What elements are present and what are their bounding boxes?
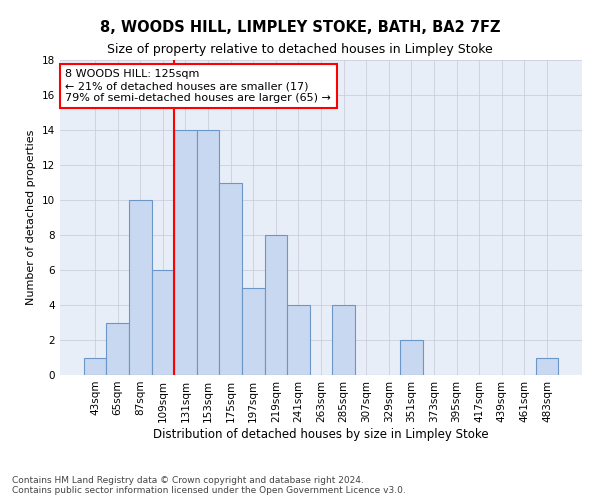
- Bar: [265, 235, 287, 375]
- Bar: [536, 358, 558, 375]
- Bar: [84, 358, 106, 375]
- Bar: [174, 130, 197, 375]
- Y-axis label: Number of detached properties: Number of detached properties: [26, 130, 37, 305]
- Bar: [332, 305, 355, 375]
- Bar: [129, 200, 152, 375]
- Bar: [152, 270, 174, 375]
- Bar: [106, 322, 129, 375]
- Bar: [287, 305, 310, 375]
- Bar: [400, 340, 422, 375]
- Text: Size of property relative to detached houses in Limpley Stoke: Size of property relative to detached ho…: [107, 42, 493, 56]
- Text: Contains HM Land Registry data © Crown copyright and database right 2024.
Contai: Contains HM Land Registry data © Crown c…: [12, 476, 406, 495]
- Bar: [220, 182, 242, 375]
- Text: 8 WOODS HILL: 125sqm
← 21% of detached houses are smaller (17)
79% of semi-detac: 8 WOODS HILL: 125sqm ← 21% of detached h…: [65, 70, 331, 102]
- Text: 8, WOODS HILL, LIMPLEY STOKE, BATH, BA2 7FZ: 8, WOODS HILL, LIMPLEY STOKE, BATH, BA2 …: [100, 20, 500, 35]
- Bar: [197, 130, 220, 375]
- Bar: [242, 288, 265, 375]
- X-axis label: Distribution of detached houses by size in Limpley Stoke: Distribution of detached houses by size …: [153, 428, 489, 440]
